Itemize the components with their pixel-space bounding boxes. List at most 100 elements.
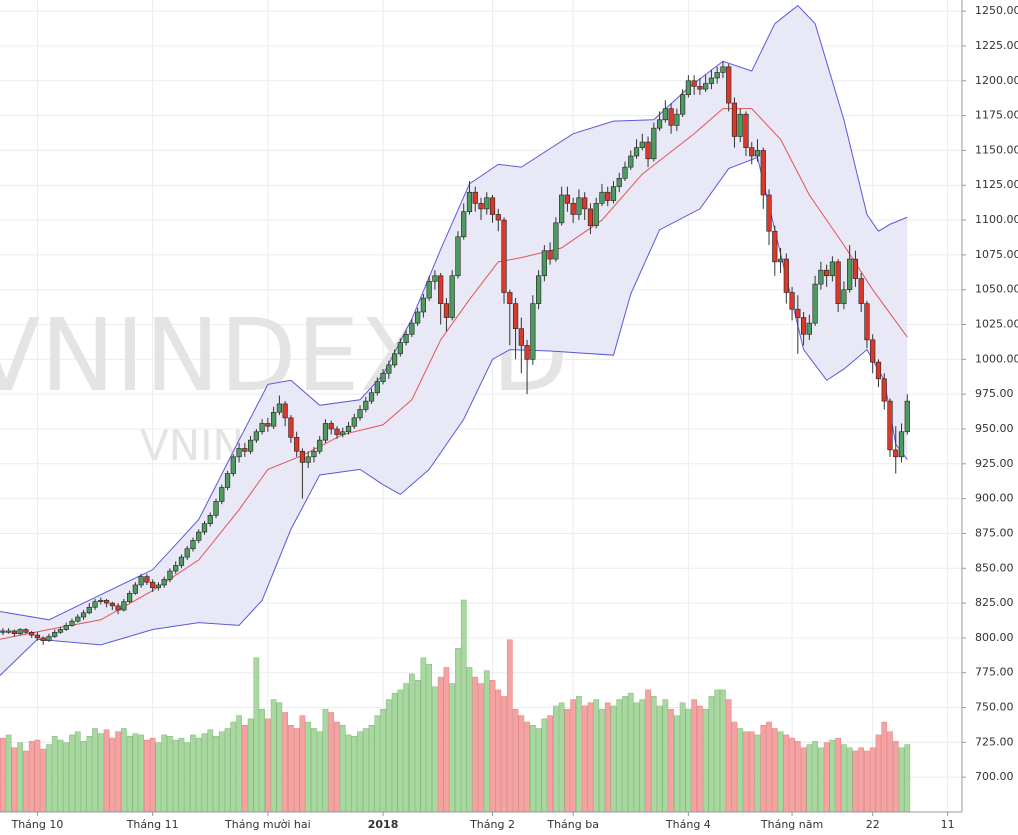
volume-bar [737, 728, 744, 813]
candle-body [34, 634, 41, 639]
volume-bar [74, 731, 81, 813]
y-tick-label: 975.00 [975, 387, 1014, 400]
volume-bar [97, 733, 104, 813]
volume-bar [437, 676, 444, 813]
volume-bar [466, 667, 473, 813]
candle-body [680, 94, 686, 115]
volume-bar [685, 708, 692, 813]
volume-bar [622, 696, 628, 813]
candle-body [541, 250, 547, 277]
candle-body [351, 417, 357, 427]
candle-body [766, 194, 772, 232]
y-tick-label: 1175.00 [975, 109, 1018, 122]
candle-body [570, 203, 576, 215]
candle-body [282, 403, 288, 419]
volume-bar [593, 699, 600, 813]
candle-body [6, 630, 12, 633]
volume-bar [558, 702, 565, 813]
candles [0, 61, 910, 645]
candle-body [495, 214, 501, 221]
volume-bar [743, 731, 749, 813]
volume-bar [553, 705, 559, 813]
candle-body [875, 361, 882, 380]
volume-bar [167, 735, 173, 813]
volume-bar [760, 725, 767, 813]
volume-bar [627, 692, 634, 813]
candle-body [720, 66, 726, 73]
candle-body [559, 194, 565, 224]
volume-bar [616, 699, 623, 813]
volume-bar [881, 721, 888, 813]
volume-bar [725, 699, 732, 813]
candle-body [507, 292, 513, 304]
candle-body [576, 197, 582, 215]
candle-body [564, 194, 571, 204]
y-tick-label: 1250.00 [975, 4, 1018, 17]
volume-bar [138, 734, 144, 813]
candle-body [697, 86, 703, 90]
candle-body [812, 283, 818, 324]
candle-body [201, 523, 208, 533]
volume-bar [339, 725, 346, 813]
volume-bar [823, 742, 830, 813]
x-tick-label: 11 [941, 818, 955, 831]
candle-body [789, 292, 795, 310]
candle-body [276, 403, 282, 413]
volume-bar [835, 737, 841, 813]
candle-body [219, 487, 225, 502]
volume-bar [714, 689, 721, 813]
candle-body [213, 501, 219, 516]
candle-body [795, 308, 801, 318]
volume-bar [645, 689, 651, 813]
volume-bar [794, 741, 801, 813]
candle-body [288, 417, 294, 438]
volume-bar [282, 712, 288, 813]
y-tick-label: 950.00 [975, 422, 1014, 435]
candle-body [777, 258, 784, 263]
volume-bar [679, 702, 686, 813]
candle-body [858, 278, 864, 304]
x-tick-label: Tháng 11 [126, 818, 179, 831]
volume-bar [409, 673, 415, 813]
candle-body [92, 601, 98, 608]
candle-body [783, 258, 789, 293]
candle-body [438, 275, 444, 304]
volume-bar [783, 734, 790, 813]
y-tick-label: 775.00 [975, 666, 1014, 679]
candle-body [46, 636, 52, 641]
candle-body [622, 166, 628, 179]
candle-body [144, 576, 150, 583]
y-tick-label: 875.00 [975, 526, 1014, 539]
volume-bar [731, 721, 738, 813]
volume-bar [241, 725, 248, 813]
candle-body [633, 147, 640, 157]
candle-body [328, 423, 334, 430]
candle-body [772, 230, 778, 263]
volume-bar [293, 728, 300, 813]
candle-body [178, 556, 185, 566]
candle-body [536, 275, 542, 304]
candle-body [893, 449, 899, 458]
x-tick-label: Tháng mười hai [224, 818, 311, 831]
candle-body [449, 275, 455, 318]
volume-bar [236, 715, 242, 813]
candle-body [109, 602, 115, 607]
volume-bar [288, 725, 294, 813]
candle-body [259, 423, 265, 433]
candle-body [599, 191, 605, 204]
candle-body [161, 579, 167, 586]
volume-bar [720, 689, 726, 813]
candle-body [593, 203, 599, 226]
candle-body [547, 250, 553, 260]
volume-bar [748, 731, 755, 813]
volume-bar [535, 728, 542, 813]
candle-body [242, 448, 248, 452]
candle-body [904, 400, 910, 433]
volume-bar [846, 747, 853, 813]
volume-bar [495, 689, 502, 813]
volume-bar [547, 715, 553, 813]
volume-bar [80, 741, 87, 813]
volume-bar [708, 696, 715, 813]
candle-body [80, 612, 87, 618]
volume-bar [697, 705, 703, 813]
